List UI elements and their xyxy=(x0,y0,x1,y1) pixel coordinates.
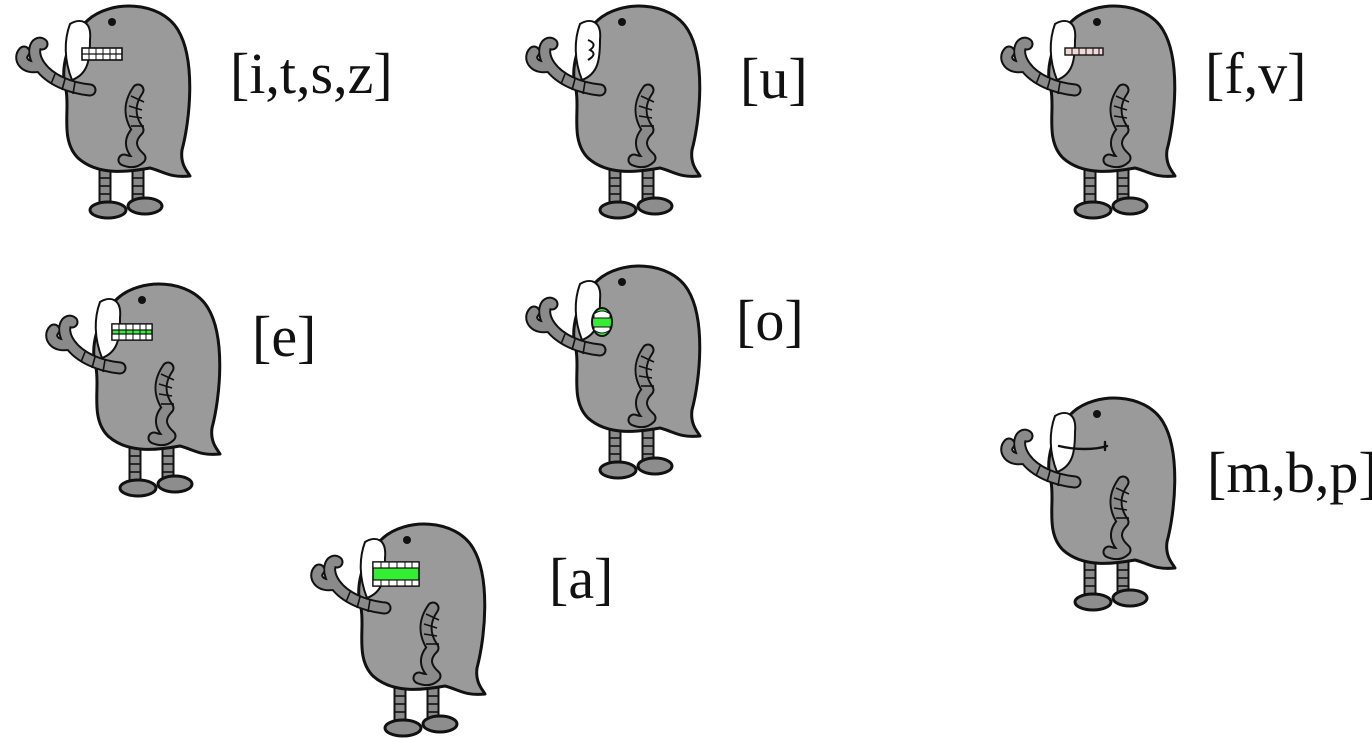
viseme-label: [f,v] xyxy=(1205,41,1307,106)
robot-itsz-icon xyxy=(0,0,200,220)
robot-a-icon xyxy=(295,518,495,738)
viseme-label: [i,t,s,z] xyxy=(230,41,393,106)
viseme-label: [m,b,p] xyxy=(1207,440,1372,505)
robot-mbp-icon xyxy=(985,392,1185,612)
robot-o-icon xyxy=(510,260,710,480)
robot-u-icon xyxy=(510,0,710,220)
viseme-label: [e] xyxy=(252,304,317,369)
robot-e-icon xyxy=(30,278,230,498)
robot-fv-icon xyxy=(985,0,1185,220)
viseme-label: [u] xyxy=(740,46,808,111)
viseme-label: [a] xyxy=(549,546,614,611)
viseme-label: [o] xyxy=(736,288,804,353)
